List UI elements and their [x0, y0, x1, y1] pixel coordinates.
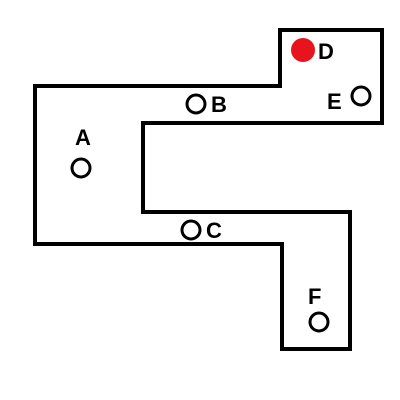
location-e[interactable]: E — [327, 85, 372, 114]
location-b-label: B — [211, 92, 227, 117]
location-b-marker[interactable] — [185, 93, 207, 115]
corridor-outline — [33, 28, 384, 351]
location-d[interactable]: D — [291, 38, 334, 64]
location-e-marker[interactable] — [350, 85, 372, 107]
location-d-marker[interactable] — [291, 38, 315, 62]
location-a-marker[interactable] — [70, 157, 92, 179]
location-f[interactable]: F — [308, 284, 330, 333]
location-c-marker[interactable] — [180, 219, 202, 241]
location-d-label: D — [318, 39, 334, 64]
location-e-label: E — [327, 89, 342, 114]
location-markers: A B C D E F — [70, 38, 372, 333]
location-f-marker[interactable] — [308, 311, 330, 333]
location-c[interactable]: C — [180, 218, 222, 243]
location-a-label: A — [75, 125, 91, 150]
location-b[interactable]: B — [185, 92, 227, 117]
location-f-label: F — [308, 284, 321, 309]
location-c-label: C — [206, 218, 222, 243]
location-a[interactable]: A — [70, 125, 92, 179]
